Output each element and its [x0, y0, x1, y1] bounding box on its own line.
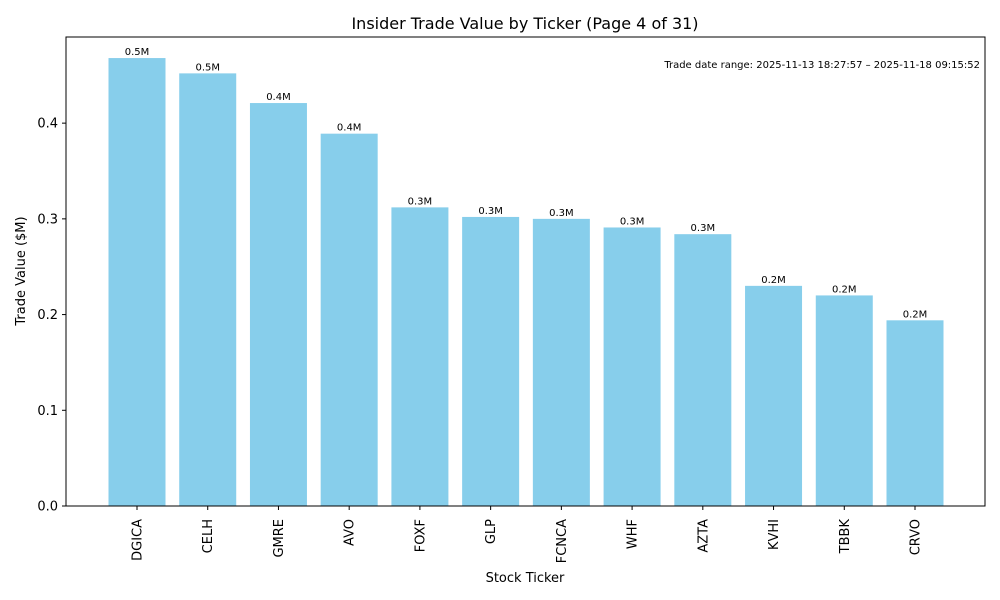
x-tick-label: KVHI — [767, 519, 782, 550]
bar — [603, 227, 661, 506]
bar — [815, 295, 873, 506]
y-tick-label: 0.4 — [37, 117, 58, 132]
bar — [320, 133, 378, 506]
bar — [179, 73, 237, 506]
x-tick-label: GLP — [484, 519, 499, 544]
bar — [886, 320, 944, 506]
bar-value-label: 0.5M — [125, 47, 150, 58]
y-axis-label: Trade Value ($M) — [14, 216, 29, 326]
bar-value-label: 0.3M — [408, 196, 433, 207]
x-tick-label: CELH — [201, 519, 216, 553]
x-tick-label: TBBK — [838, 519, 853, 555]
x-tick-label: AZTA — [696, 519, 711, 553]
x-axis-label: Stock Ticker — [486, 571, 565, 586]
x-tick-label: DGICA — [131, 519, 146, 561]
bar-value-label: 0.2M — [832, 284, 857, 295]
bar-value-label: 0.2M — [903, 309, 928, 320]
bar-value-label: 0.5M — [195, 62, 220, 73]
bar-value-label: 0.3M — [549, 208, 574, 219]
bar — [462, 216, 520, 506]
x-tick-label: CRVO — [909, 519, 924, 555]
plot-frame — [65, 36, 986, 507]
y-tick-label: 0.1 — [37, 404, 58, 419]
bar-value-label: 0.4M — [266, 92, 291, 103]
bar — [674, 234, 732, 506]
chart-title: Insider Trade Value by Ticker (Page 4 of… — [351, 14, 698, 33]
x-tick-label: FOXF — [413, 519, 428, 552]
bar — [108, 58, 166, 507]
y-tick-label: 0.2 — [37, 308, 58, 323]
x-tick-label: WHF — [626, 519, 641, 549]
x-tick-label: FCNCA — [555, 519, 570, 563]
date-range-annotation: Trade date range: 2025-11-13 18:27:57 – … — [663, 60, 980, 71]
bar-value-label: 0.3M — [478, 206, 503, 217]
bar-value-label: 0.3M — [691, 223, 716, 234]
y-tick-label: 0.0 — [37, 500, 58, 515]
x-tick-label: AVO — [343, 519, 358, 546]
bar — [745, 285, 803, 506]
bar-value-label: 0.3M — [620, 216, 645, 227]
bar — [249, 103, 307, 507]
bar — [391, 207, 449, 506]
x-tick-label: GMRE — [272, 519, 287, 558]
y-tick-label: 0.3 — [37, 212, 58, 227]
bar-value-label: 0.4M — [337, 123, 362, 134]
bar-value-label: 0.2M — [761, 275, 786, 286]
plot-area: 0.0 0.1 0.2 0.3 0.4 0.5M DGICA 0.5M CELH 0.4M GMRE… — [37, 47, 944, 563]
bar — [532, 218, 590, 506]
